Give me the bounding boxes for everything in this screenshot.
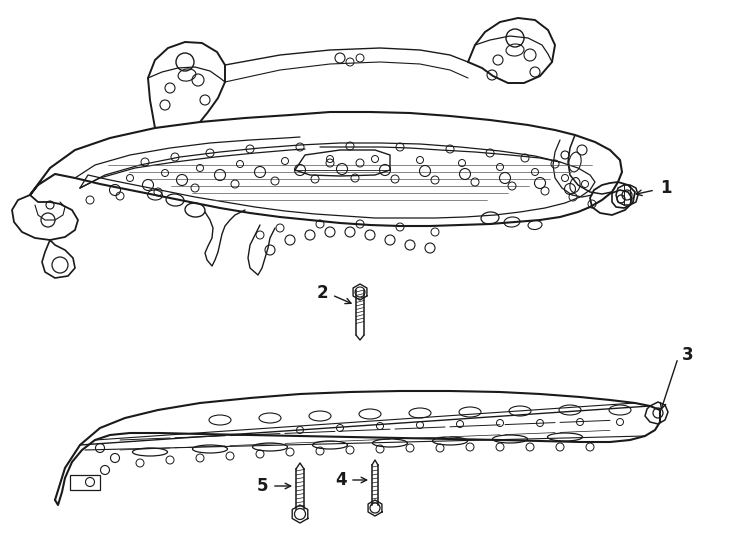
Text: 5: 5 [256, 477, 268, 495]
Text: 3: 3 [682, 346, 694, 364]
Bar [70, 475, 100, 490]
Text: 2: 2 [316, 284, 328, 302]
Text: 4: 4 [335, 471, 347, 489]
Text: 1: 1 [660, 179, 672, 197]
